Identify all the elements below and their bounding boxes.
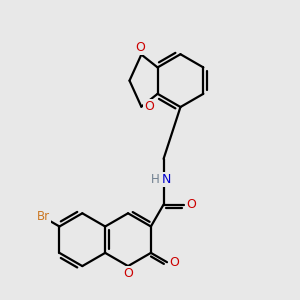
Text: O: O — [144, 100, 154, 113]
Text: H: H — [151, 172, 160, 186]
Text: O: O — [123, 267, 133, 280]
Text: O: O — [136, 41, 146, 54]
Text: N: N — [162, 172, 171, 186]
Text: O: O — [186, 198, 196, 211]
Text: O: O — [169, 256, 179, 269]
Text: Br: Br — [37, 210, 50, 223]
